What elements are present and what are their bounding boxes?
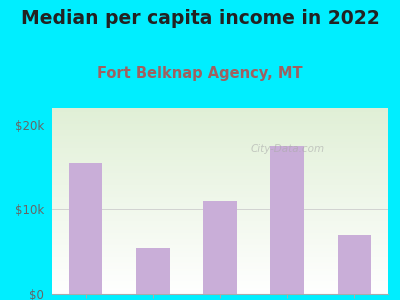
Bar xyxy=(270,146,304,294)
Bar xyxy=(203,201,237,294)
Bar xyxy=(136,248,170,294)
Text: City-Data.com: City-Data.com xyxy=(250,144,324,154)
Text: Fort Belknap Agency, MT: Fort Belknap Agency, MT xyxy=(97,66,303,81)
Text: Median per capita income in 2022: Median per capita income in 2022 xyxy=(21,9,379,28)
Bar xyxy=(69,163,102,294)
Bar xyxy=(338,235,371,294)
